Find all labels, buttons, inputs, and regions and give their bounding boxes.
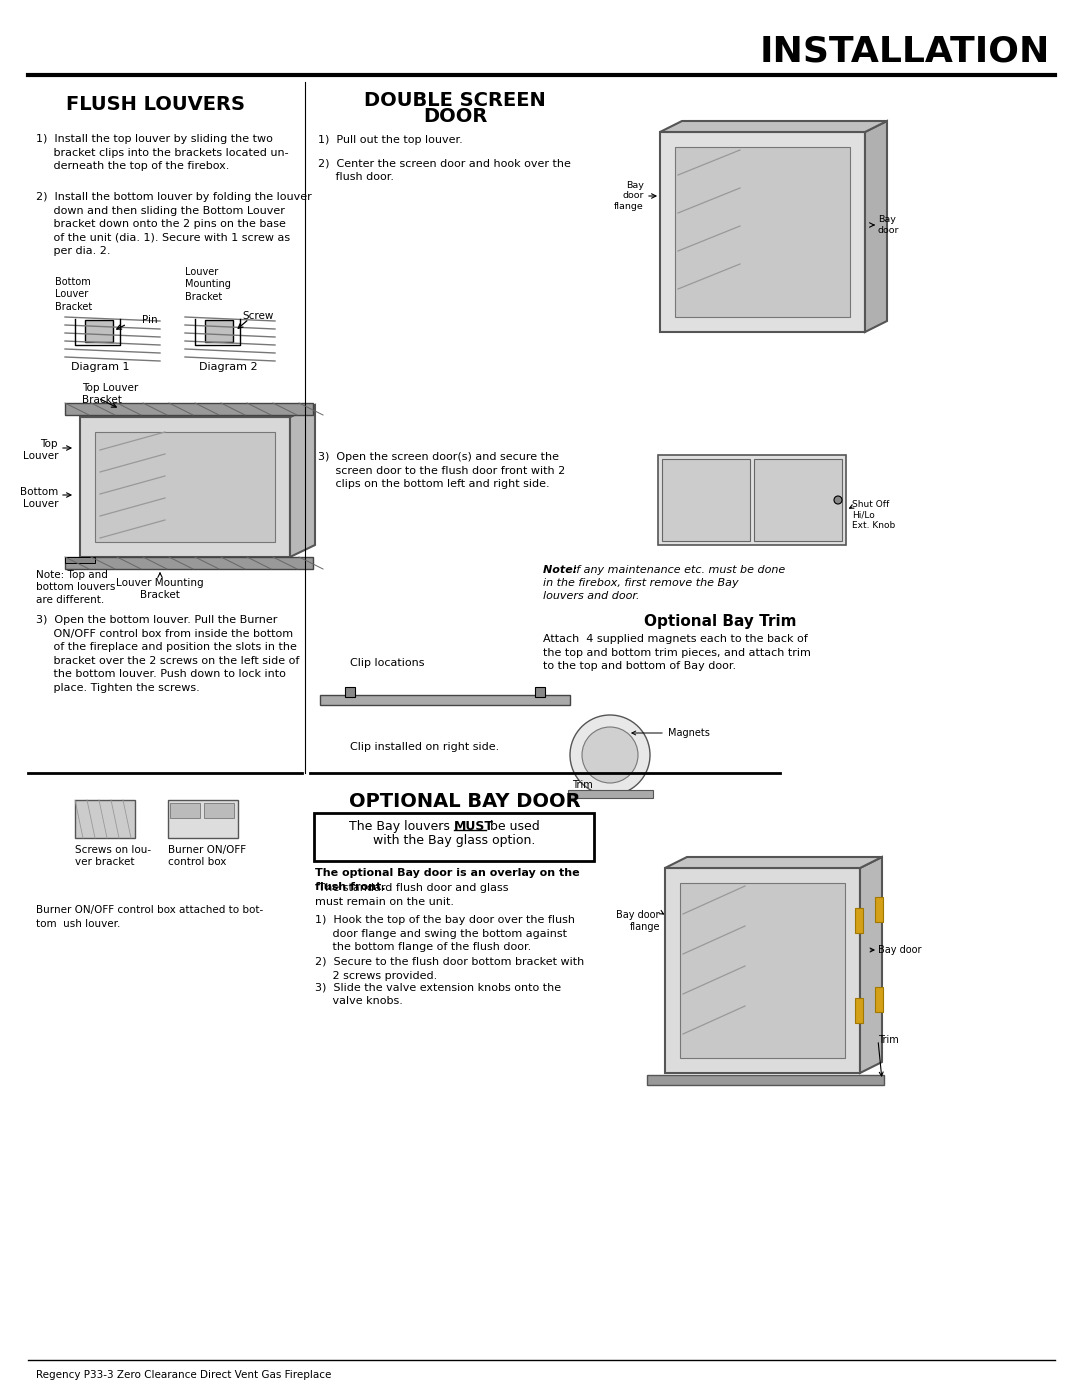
Polygon shape — [291, 405, 315, 557]
Polygon shape — [860, 856, 882, 1073]
Bar — [345, 687, 355, 697]
Text: Trim: Trim — [572, 780, 593, 789]
Text: Top
Louver: Top Louver — [23, 439, 58, 461]
Bar — [660, 131, 865, 332]
Text: Regency P33-3 Zero Clearance Direct Vent Gas Fireplace: Regency P33-3 Zero Clearance Direct Vent… — [36, 1370, 332, 1380]
Bar — [855, 997, 863, 1023]
Bar — [80, 416, 291, 557]
Text: Magnets: Magnets — [669, 728, 710, 738]
Text: If any maintenance etc. must be done: If any maintenance etc. must be done — [573, 564, 785, 576]
Text: Clip locations: Clip locations — [350, 658, 424, 668]
Text: Louver Mounting
Bracket: Louver Mounting Bracket — [117, 578, 204, 601]
Bar — [170, 803, 200, 819]
Text: 2)  Center the screen door and hook over the
     flush door.: 2) Center the screen door and hook over … — [318, 158, 571, 182]
Text: Bottom
Louver
Bracket: Bottom Louver Bracket — [55, 277, 92, 312]
Polygon shape — [80, 405, 315, 416]
Text: Clip installed on right side.: Clip installed on right side. — [350, 742, 499, 752]
Polygon shape — [665, 856, 882, 868]
Text: Screw: Screw — [242, 312, 273, 321]
Text: DOUBLE SCREEN: DOUBLE SCREEN — [364, 91, 545, 109]
Bar — [65, 557, 313, 569]
Bar — [320, 694, 570, 705]
Text: Bay
door
flange: Bay door flange — [615, 182, 644, 211]
Text: Pin: Pin — [141, 314, 158, 326]
Text: Bay door
flange: Bay door flange — [617, 909, 660, 932]
Text: INSTALLATION: INSTALLATION — [759, 35, 1050, 68]
Polygon shape — [660, 122, 887, 131]
Bar — [95, 432, 275, 542]
Text: The optional Bay door is an overlay on the
flush front.: The optional Bay door is an overlay on t… — [315, 868, 580, 891]
Text: Shut Off
Hi/Lo
Ext. Knob: Shut Off Hi/Lo Ext. Knob — [852, 500, 895, 529]
Bar — [647, 1076, 885, 1085]
Text: Optional Bay Trim: Optional Bay Trim — [644, 615, 796, 629]
Text: Burner ON/OFF
control box: Burner ON/OFF control box — [168, 845, 246, 868]
Text: FLUSH LOUVERS: FLUSH LOUVERS — [66, 95, 244, 113]
Text: louvers and door.: louvers and door. — [543, 591, 639, 601]
Text: Attach  4 supplied magnets each to the back of
the top and bottom trim pieces, a: Attach 4 supplied magnets each to the ba… — [543, 634, 811, 671]
Text: 3)  Open the bottom louver. Pull the Burner
     ON/OFF control box from inside : 3) Open the bottom louver. Pull the Burn… — [36, 615, 299, 693]
Bar — [535, 687, 545, 697]
Bar — [168, 800, 238, 838]
Circle shape — [570, 715, 650, 795]
Text: OPTIONAL BAY DOOR: OPTIONAL BAY DOOR — [349, 792, 581, 812]
Circle shape — [582, 726, 638, 782]
Text: Note:: Note: — [543, 564, 581, 576]
Text: Top Louver
Bracket: Top Louver Bracket — [82, 383, 138, 405]
Polygon shape — [865, 122, 887, 332]
Bar — [855, 908, 863, 933]
Bar — [204, 803, 234, 819]
Bar — [658, 455, 846, 545]
Text: 1)  Pull out the top louver.: 1) Pull out the top louver. — [318, 136, 462, 145]
Bar — [65, 402, 313, 415]
Circle shape — [834, 496, 842, 504]
Text: The Bay louvers: The Bay louvers — [349, 820, 454, 833]
Bar — [665, 868, 860, 1073]
Text: The standard flush door and glass
must remain on the unit.: The standard flush door and glass must r… — [315, 883, 509, 907]
Text: Diagram 2: Diagram 2 — [199, 362, 257, 372]
Text: 1)  Install the top louver by sliding the two
     bracket clips into the bracke: 1) Install the top louver by sliding the… — [36, 134, 288, 172]
Text: 2)  Secure to the flush door bottom bracket with
     2 screws provided.: 2) Secure to the flush door bottom brack… — [315, 957, 584, 981]
Bar — [205, 320, 233, 342]
Bar — [75, 800, 135, 838]
Text: 3)  Open the screen door(s) and secure the
     screen door to the flush door fr: 3) Open the screen door(s) and secure th… — [318, 453, 565, 489]
Bar — [85, 320, 113, 342]
Text: Note: Top and
bottom louvers
are different.: Note: Top and bottom louvers are differe… — [36, 570, 116, 605]
Text: Trim: Trim — [878, 1035, 899, 1045]
Text: Diagram 1: Diagram 1 — [71, 362, 130, 372]
Bar — [662, 460, 750, 541]
Bar — [754, 460, 842, 541]
Text: DOOR: DOOR — [422, 108, 487, 127]
Text: Burner ON/OFF control box attached to bot-
tom  ush louver.: Burner ON/OFF control box attached to bo… — [36, 905, 264, 929]
Text: 3)  Slide the valve extension knobs onto the
     valve knobs.: 3) Slide the valve extension knobs onto … — [315, 982, 562, 1006]
Text: be used: be used — [486, 820, 540, 833]
Text: 1)  Hook the top of the bay door over the flush
     door flange and swing the b: 1) Hook the top of the bay door over the… — [315, 915, 575, 953]
Bar — [675, 147, 850, 317]
Text: MUST: MUST — [454, 820, 494, 833]
Text: Screws on lou-
ver bracket: Screws on lou- ver bracket — [75, 845, 151, 868]
Text: 2)  Install the bottom louver by folding the louver
     down and then sliding t: 2) Install the bottom louver by folding … — [36, 191, 312, 257]
Bar — [875, 988, 883, 1011]
Text: in the firebox, first remove the Bay: in the firebox, first remove the Bay — [543, 578, 739, 588]
Bar — [314, 813, 594, 861]
Bar — [568, 789, 653, 798]
Text: Bottom
Louver: Bottom Louver — [19, 486, 58, 509]
Text: Louver
Mounting
Bracket: Louver Mounting Bracket — [185, 267, 231, 302]
Bar — [65, 557, 95, 563]
Bar — [875, 897, 883, 922]
Text: Bay
door: Bay door — [878, 215, 900, 235]
Text: Bay door: Bay door — [878, 944, 921, 956]
Text: with the Bay glass option.: with the Bay glass option. — [373, 834, 536, 847]
Bar — [680, 883, 845, 1058]
